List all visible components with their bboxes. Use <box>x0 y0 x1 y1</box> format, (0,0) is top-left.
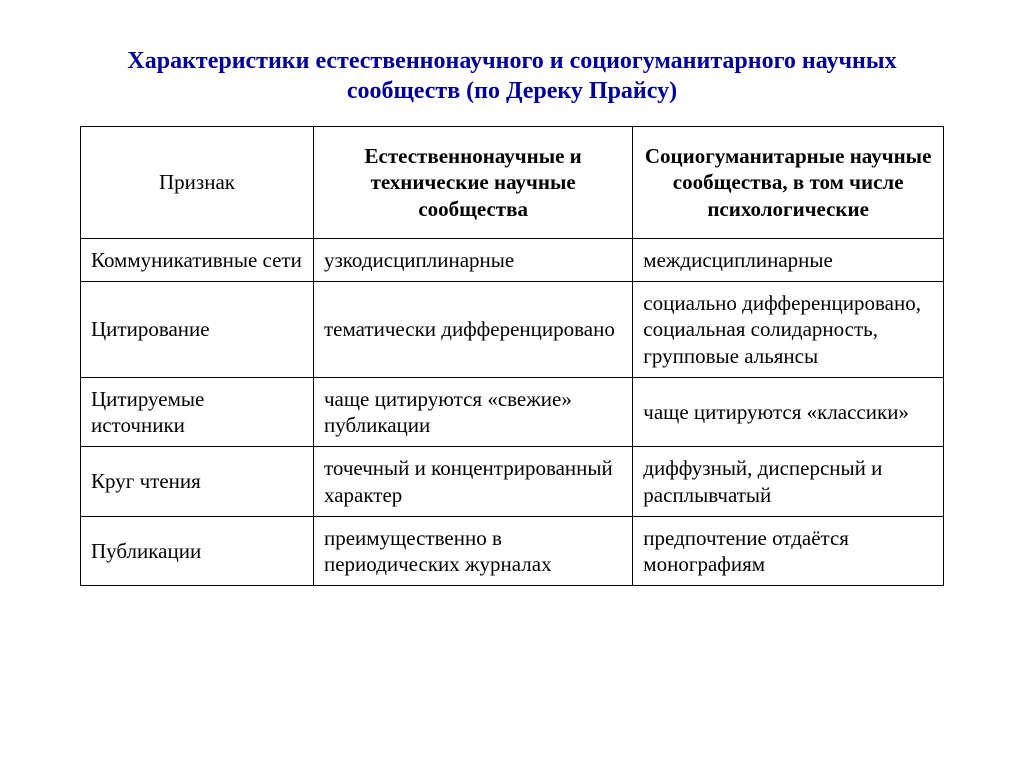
cell-natural: преимущественно в периодических журналах <box>314 516 633 586</box>
table-row: Цитирование тематически дифференцировано… <box>81 282 944 378</box>
cell-social: чаще цитируются «классики» <box>633 377 944 447</box>
col-header-natural: Естественнонаучные и технические научные… <box>314 127 633 239</box>
page-title: Характеристики естественнонаучного и соц… <box>80 46 944 106</box>
table-row: Публикации преимущественно в периодическ… <box>81 516 944 586</box>
cell-natural: тематически дифференцировано <box>314 282 633 378</box>
cell-social: диффузный, дисперсный и расплывчатый <box>633 447 944 517</box>
cell-attr: Публикации <box>81 516 314 586</box>
table-row: Коммуникативные сети узкодисциплинарные … <box>81 238 944 281</box>
col-header-social: Социогуманитарные научные сообщества, в … <box>633 127 944 239</box>
cell-natural: чаще цитируются «свежие» публикации <box>314 377 633 447</box>
cell-social: социально дифференцировано, социальная с… <box>633 282 944 378</box>
table-row: Цитируемые источники чаще цитируются «св… <box>81 377 944 447</box>
comparison-table: Признак Естественнонаучные и технические… <box>80 126 944 586</box>
cell-natural: точечный и концентрированный характер <box>314 447 633 517</box>
cell-attr: Коммуникативные сети <box>81 238 314 281</box>
table-row: Круг чтения точечный и концентрированный… <box>81 447 944 517</box>
cell-attr: Цитируемые источники <box>81 377 314 447</box>
cell-attr: Круг чтения <box>81 447 314 517</box>
table-header-row: Признак Естественнонаучные и технические… <box>81 127 944 239</box>
cell-social: междисциплинарные <box>633 238 944 281</box>
cell-natural: узкодисциплинарные <box>314 238 633 281</box>
cell-social: предпочтение отдаётся монографиям <box>633 516 944 586</box>
page: Характеристики естественнонаучного и соц… <box>0 0 1024 586</box>
col-header-attribute: Признак <box>81 127 314 239</box>
cell-attr: Цитирование <box>81 282 314 378</box>
